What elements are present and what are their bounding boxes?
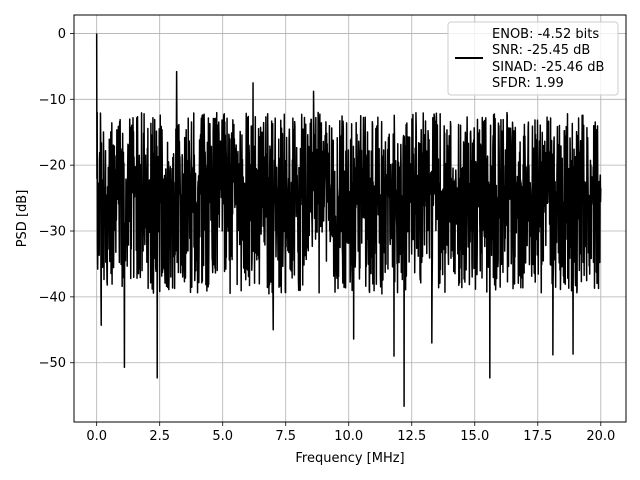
psd-series-line: [95, 33, 602, 407]
x-tick-label: 20.0: [586, 429, 615, 444]
y-tick-label: −10: [39, 93, 66, 108]
x-tick-label: 0.0: [86, 429, 107, 444]
y-tick-label: 0: [58, 27, 66, 42]
x-tick-label: 2.5: [149, 429, 170, 444]
legend-text-sfdr: SFDR: 1.99: [492, 76, 564, 91]
x-tick-label: 12.5: [397, 429, 426, 444]
legend-text-enob: ENOB: -4.52 bits: [492, 27, 599, 42]
tick-layer: 0.0 2.5 5.0 7.5 10.0 12.5 15.0 17.5 20.0 0 −10 −20 −…: [39, 27, 616, 444]
y-tick-label: −20: [39, 159, 66, 174]
x-tick-label: 5.0: [212, 429, 233, 444]
x-tick-label: 15.0: [460, 429, 489, 444]
x-axis-label: Frequency [MHz]: [295, 451, 404, 466]
y-tick-label: −30: [39, 225, 66, 240]
x-tick-label: 7.5: [275, 429, 296, 444]
y-axis-label: PSD [dB]: [15, 190, 30, 248]
legend: ENOB: -4.52 bits SNR: -25.45 dB SINAD: -…: [447, 21, 619, 96]
data-layer: [95, 33, 602, 407]
legend-text-snr: SNR: -25.45 dB: [492, 43, 590, 58]
legend-box: [447, 21, 619, 96]
legend-text-sinad: SINAD: -25.46 dB: [492, 60, 604, 75]
y-tick-label: −40: [39, 290, 66, 305]
x-tick-label: 17.5: [523, 429, 552, 444]
plot-frame: [73, 14, 627, 423]
x-tick-label: 10.0: [334, 429, 363, 444]
y-tick-label: −50: [39, 356, 66, 371]
